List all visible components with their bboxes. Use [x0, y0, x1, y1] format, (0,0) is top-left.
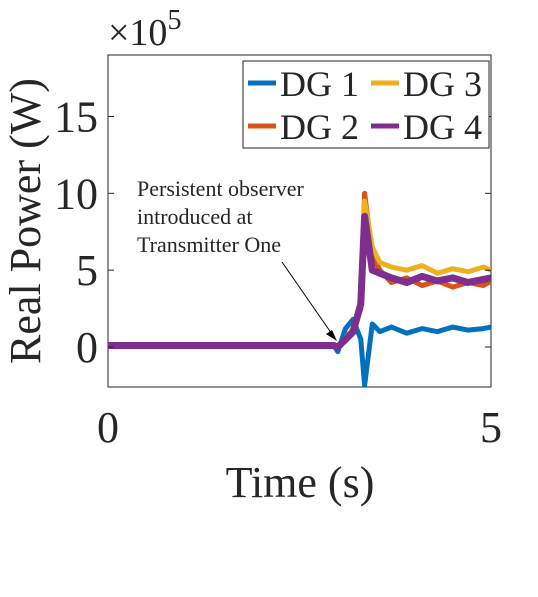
y-exponent-label: ×105 — [108, 5, 181, 54]
y-tick-label: 15 — [54, 92, 98, 141]
x-axis-label: Time (s) — [226, 458, 375, 507]
annotation-line-3: Transmitter One — [137, 232, 281, 257]
annotation-line-1: Persistent observer — [137, 176, 304, 201]
ticks-layer: 0 5 10 15 0 5 — [54, 92, 502, 452]
legend-label-dg3: DG 3 — [403, 64, 482, 104]
annotation-line-2: introduced at — [137, 204, 252, 229]
y-tick-label: 0 — [76, 323, 98, 372]
y-tick-label: 10 — [54, 169, 98, 218]
legend-label-dg1: DG 1 — [280, 64, 359, 104]
legend-box — [242, 60, 490, 149]
y-axis-label: Real Power (W) — [1, 78, 50, 364]
x-tick-label: 5 — [480, 403, 502, 452]
annotation: Persistent observer introduced at Transm… — [137, 176, 337, 341]
x-tick-label: 0 — [97, 403, 119, 452]
annotation-arrowhead — [326, 330, 337, 341]
legend-label-dg2: DG 2 — [280, 107, 359, 147]
y-exponent-power: 5 — [167, 5, 181, 36]
series-line-dg4 — [108, 212, 491, 351]
legend: DG 1 DG 3 DG 2 DG 4 — [242, 60, 490, 149]
annotation-arrow — [281, 261, 335, 338]
y-tick-label: 5 — [76, 246, 98, 295]
series-layer — [108, 190, 491, 387]
legend-label-dg4: DG 4 — [403, 107, 482, 147]
